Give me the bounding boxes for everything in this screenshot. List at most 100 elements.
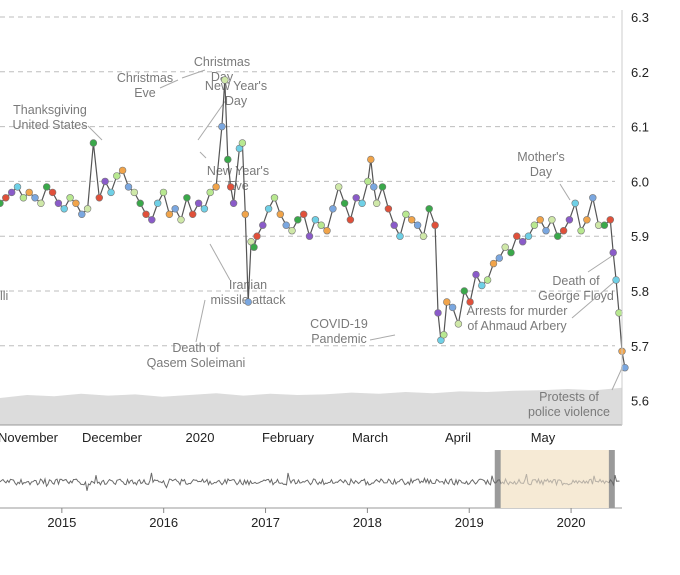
annotation-line: Thanksgiving (13, 103, 87, 117)
data-point (454, 320, 463, 328)
data-point (42, 183, 51, 191)
annotation-line: police violence (528, 405, 610, 419)
annotation-line: Pandemic (311, 332, 367, 346)
overview-navigator[interactable]: 2014201520162017201820192020 (0, 450, 622, 530)
data-point (282, 221, 290, 229)
data-point (501, 243, 509, 251)
data-point (542, 227, 550, 235)
data-point (83, 205, 92, 213)
data-point (25, 188, 33, 197)
data-point (443, 298, 451, 306)
data-point (2, 194, 10, 202)
data-point (118, 166, 127, 175)
axes: 6.3 6.2 6.1 6.0 5.9 5.8 5.7 5.6 November December… (0, 10, 649, 445)
data-point (370, 183, 378, 191)
data-point (206, 188, 214, 197)
annotation-line: Christmas (117, 71, 173, 85)
data-point (194, 199, 203, 208)
volume-area-shape (0, 387, 622, 425)
data-point (250, 243, 258, 251)
overview-left-handle[interactable] (494, 450, 501, 508)
data-point (276, 210, 284, 219)
volume-area (0, 387, 622, 426)
x-tick-label: November (0, 430, 59, 445)
data-point (390, 221, 398, 229)
data-point (513, 232, 521, 240)
annotation-label: Christmas Eve (117, 71, 173, 100)
annotation-leader (571, 281, 615, 319)
data-point (224, 155, 232, 164)
annotation-leader (87, 125, 103, 141)
data-point (13, 183, 22, 191)
annotation-leader (199, 151, 207, 159)
annotation-line: Day (225, 94, 248, 108)
y-tick-label: 5.9 (631, 229, 649, 244)
data-point (136, 199, 144, 208)
data-point (288, 227, 296, 235)
data-point (37, 199, 45, 208)
annotation-label: Thanksgiving United States (12, 103, 87, 132)
y-tick-label: 6.1 (631, 120, 649, 135)
annotation-label: Arrests for murder of Ahmaud Arbery (467, 304, 568, 333)
x-tick-label: March (352, 430, 388, 445)
y-tick-label: 5.6 (631, 394, 649, 409)
data-point (419, 232, 428, 240)
data-point (621, 364, 629, 372)
annotation-leader (587, 255, 613, 273)
data-point (425, 205, 433, 213)
annotation-label: Death of Qasem Soleimani (147, 341, 246, 370)
data-point (95, 194, 104, 202)
data-point (606, 216, 614, 224)
annotation-leader (611, 367, 623, 391)
data-point (165, 210, 174, 219)
data-point (244, 298, 252, 306)
data-point (536, 216, 544, 224)
x-tick-label: December (82, 430, 143, 445)
annotation-line: United States (12, 118, 87, 132)
data-point (264, 205, 273, 213)
data-point (60, 205, 68, 213)
data-point (259, 221, 267, 229)
data-point (19, 194, 28, 202)
data-point (571, 199, 579, 208)
annotation-label: New Year's Day (205, 79, 267, 108)
data-point (609, 248, 617, 257)
data-point (101, 177, 109, 186)
data-point (305, 232, 314, 240)
data-point (0, 199, 4, 207)
annotation-leader (197, 99, 227, 141)
x-tick-label: April (445, 430, 471, 445)
data-point (346, 216, 355, 224)
data-point (472, 270, 480, 279)
data-point (270, 194, 279, 202)
annotation-line: New Year's (205, 79, 267, 93)
data-point (113, 172, 121, 180)
y-tick-label: 6.3 (631, 10, 649, 25)
overview-right-handle[interactable] (608, 450, 615, 508)
annotation-line: Arrests for murder (467, 304, 568, 318)
data-point (507, 248, 515, 257)
overview-year-label: 2015 (47, 515, 76, 530)
data-point (478, 281, 486, 290)
data-point (396, 232, 404, 240)
data-point (615, 309, 623, 317)
annotation-line: New Year's (207, 164, 269, 178)
data-point (317, 221, 325, 229)
annotation-line: Eve (134, 86, 156, 100)
data-point (524, 232, 533, 240)
data-point (66, 194, 74, 202)
annotation-line: of Ahmaud Arbery (467, 319, 567, 333)
data-point (189, 210, 197, 219)
data-point (300, 210, 308, 219)
data-point (358, 199, 366, 208)
data-point (530, 221, 539, 229)
data-point (460, 287, 468, 295)
data-point (612, 276, 620, 284)
data-point (378, 183, 387, 191)
annotation-leader (159, 79, 179, 89)
annotation-leader (369, 334, 396, 341)
data-point (294, 216, 302, 224)
data-point (352, 194, 360, 202)
data-point (495, 254, 503, 262)
overview-year-label: 2016 (149, 515, 178, 530)
